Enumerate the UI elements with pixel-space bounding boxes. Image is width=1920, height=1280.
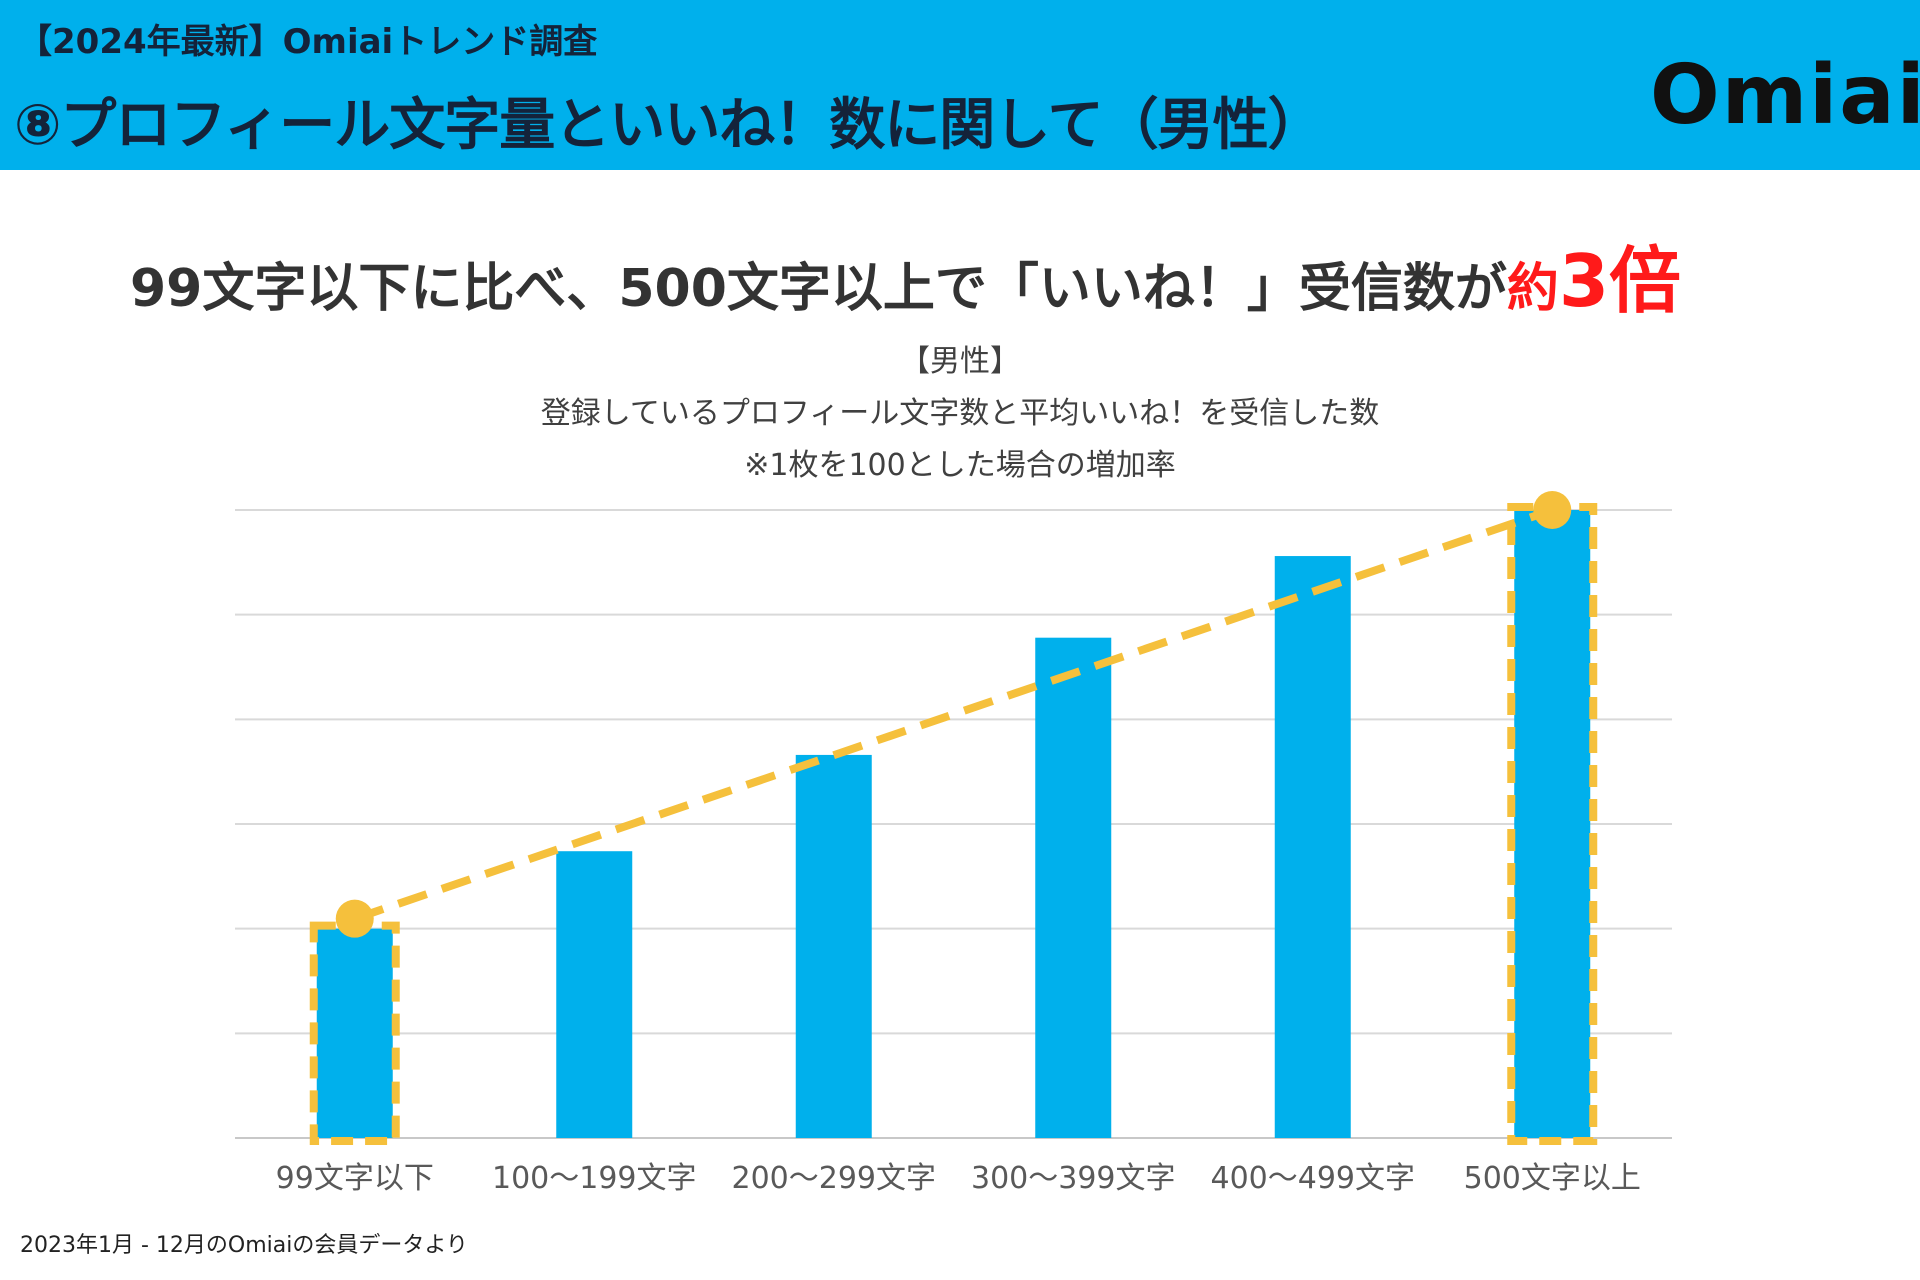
chart-title-note: ※1枚を100とした場合の増加率 (744, 448, 1176, 483)
headline: 99文字以下に比べ、500文字以上で「いいね！」受信数が約3倍 (130, 222, 1681, 327)
bar (1514, 510, 1591, 1138)
bar (795, 754, 872, 1138)
trend-point (335, 899, 374, 938)
chart-title-gender: 【男性】 (900, 344, 1020, 379)
bar (1035, 637, 1112, 1138)
bar (316, 928, 393, 1138)
bar (1274, 556, 1351, 1138)
x-tick-label: 500文字以上 (1464, 1161, 1641, 1196)
bar-chart: 99文字以下 100〜199文字 200〜299文字 300〜399文字 400〜499… (235, 491, 1672, 1196)
headline-text: 99文字以下に比べ、500文字以上で「いいね！」受信数が (130, 259, 1507, 319)
omiai-logo: Omiai (1650, 48, 1920, 143)
page-title: ⑧プロフィール文字量といいね！数に関して（男性） (14, 93, 1324, 158)
x-tick-label: 300〜399文字 (971, 1161, 1176, 1196)
x-tick-label: 200〜299文字 (731, 1161, 936, 1196)
headline-emphasis-value: 3倍 (1558, 239, 1682, 323)
x-tick-label: 100〜199文字 (492, 1161, 697, 1196)
source-footnote: 2023年1月 - 12月のOmiaiの会員データより (20, 1233, 468, 1258)
trend-line (353, 506, 1554, 923)
x-tick-label: 400〜499文字 (1210, 1161, 1415, 1196)
headline-emphasis-prefix: 約 (1506, 259, 1559, 319)
x-tick-label: 99文字以下 (276, 1161, 434, 1196)
header-subtitle: 【2024年最新】Omiaiトレンド調査 (18, 22, 598, 62)
trend-point (1533, 491, 1572, 529)
chart-title-description: 登録しているプロフィール文字数と平均いいね！を受信した数 (540, 396, 1380, 431)
bar (556, 851, 633, 1138)
header-banner: 【2024年最新】Omiaiトレンド調査 ⑧プロフィール文字量といいね！数に関し… (0, 0, 1920, 170)
